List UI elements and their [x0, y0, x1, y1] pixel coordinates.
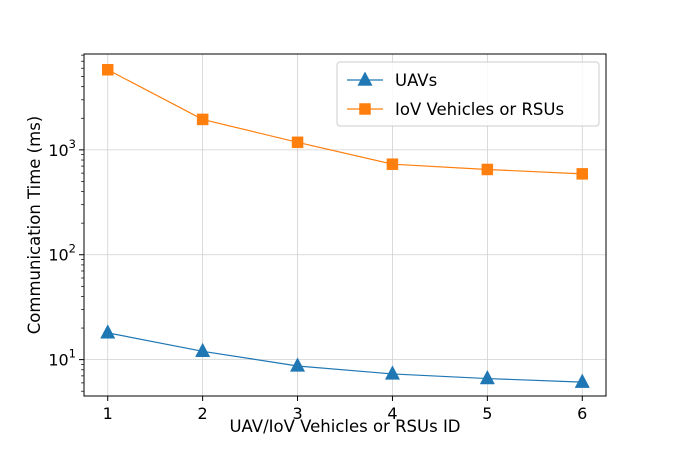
x-axis-label: UAV/IoV Vehicles or RSUs ID — [229, 417, 460, 436]
series-layer — [100, 64, 590, 388]
series-0 — [100, 324, 590, 388]
data-point — [384, 365, 401, 380]
data-point — [576, 168, 589, 180]
y-tick-label: 103 — [48, 137, 76, 160]
series-line — [107, 69, 583, 175]
y-axis-label: Communication Time (ms) — [25, 116, 44, 334]
x-tick-label: 1 — [103, 404, 113, 423]
x-tick-label: 2 — [198, 404, 208, 423]
y-axis: 101 102 103 — [48, 54, 84, 392]
x-tick-label: 6 — [577, 404, 587, 423]
data-point — [100, 324, 116, 339]
series-line — [107, 332, 583, 383]
y-tick-label: 101 — [48, 347, 76, 370]
x-tick-label: 4 — [387, 404, 397, 423]
legend-label: UAVs — [395, 71, 437, 90]
data-point — [195, 342, 211, 358]
legend-item: IoV Vehicles or RSUs — [347, 100, 564, 119]
data-point — [479, 369, 495, 385]
legend-label: IoV Vehicles or RSUs — [395, 100, 564, 119]
legend: UAVs IoV Vehicles or RSUs — [336, 61, 600, 127]
x-tick-label: 3 — [292, 404, 302, 423]
plot-frame — [83, 53, 607, 397]
data-point — [101, 64, 114, 76]
legend-marker — [357, 71, 373, 86]
legend-box — [336, 61, 600, 127]
data-point — [386, 158, 399, 170]
y-tick-label: 102 — [48, 242, 76, 265]
series-1 — [101, 64, 589, 180]
legend-item: UAVs — [347, 71, 437, 90]
data-point — [481, 163, 494, 176]
data-point — [574, 373, 590, 388]
x-axis: 1 2 3 4 5 6 — [103, 396, 587, 423]
data-point — [289, 357, 306, 372]
data-point — [196, 113, 209, 126]
data-point — [291, 136, 304, 149]
x-tick-label: 5 — [482, 404, 492, 423]
legend-marker — [359, 103, 371, 115]
